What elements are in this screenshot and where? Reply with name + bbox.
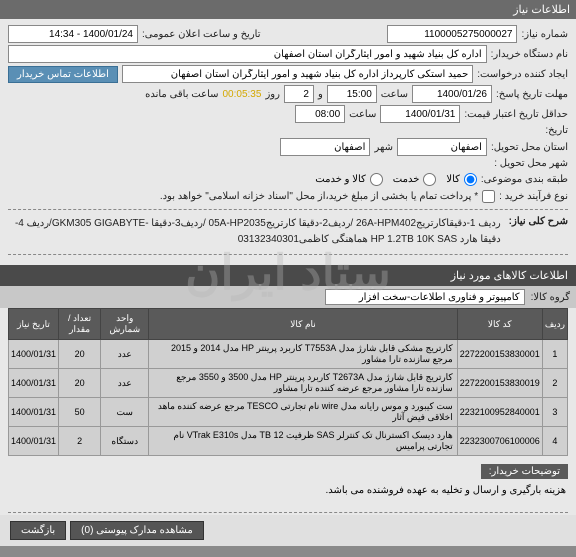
group-input[interactable] (325, 289, 525, 305)
announce-label: تاریخ و ساعت اعلان عمومی: (142, 29, 261, 40)
table-cell: 50 (59, 398, 101, 427)
table-header: تاریخ نیاز (9, 309, 59, 340)
org-label: نام دستگاه خریدار: (491, 49, 568, 60)
items-table: ردیفکد کالانام کالاواحد شمارشتعداد / مقد… (8, 308, 568, 456)
province-input[interactable] (397, 138, 487, 156)
table-cell: 20 (59, 369, 101, 398)
table-header: نام کالا (149, 309, 457, 340)
creator-label: ایجاد کننده درخواست: (477, 69, 568, 80)
table-header: ردیف (542, 309, 567, 340)
table-cell: 4 (542, 427, 567, 456)
city-code-label: شهر محل تحویل : (494, 158, 568, 169)
table-cell: 1400/01/31 (9, 369, 59, 398)
sep1: و (318, 89, 323, 100)
deadline-days[interactable] (284, 85, 314, 103)
table-row: 22272200153830019کارتریج قابل شارژ مدل T… (9, 369, 568, 398)
radio-both[interactable]: کالا و خدمت (315, 173, 383, 186)
table-cell: 2 (59, 427, 101, 456)
table-cell: عدد (101, 340, 149, 369)
opt-goods-label: کالا (446, 174, 460, 185)
table-cell: دستگاه (101, 427, 149, 456)
table-cell: 2272200153830001 (457, 340, 542, 369)
process-note: * پرداخت تمام یا بخشی از مبلغ خرید،از مح… (160, 191, 478, 202)
radio-service[interactable]: خدمت (393, 173, 437, 186)
table-row: 32232100952840001ست کیبورد و موس رایانه … (9, 398, 568, 427)
table-cell: 1400/01/31 (9, 340, 59, 369)
table-cell: 1 (542, 340, 567, 369)
desc-text: ردیف 1-دقیقاکارتریج26A-HPM402 /ردیف2-دقی… (8, 216, 505, 248)
valid-time-label: ساعت (349, 109, 376, 120)
valid-time[interactable] (295, 105, 345, 123)
table-cell: 2 (542, 369, 567, 398)
header-title: اطلاعات نیاز (0, 0, 576, 19)
table-cell: 2232100952840001 (457, 398, 542, 427)
table-cell: 2232300706100006 (457, 427, 542, 456)
opt-both-label: کالا و خدمت (315, 174, 366, 185)
announce-dt-input[interactable] (8, 25, 138, 43)
deadline-time-label: ساعت (381, 89, 408, 100)
valid-label: حداقل تاریخ اعتبار قیمت: (464, 109, 568, 120)
radio-goods[interactable]: کالا (446, 173, 477, 186)
city-input[interactable] (280, 138, 370, 156)
creator-input[interactable] (122, 65, 473, 83)
table-cell: 1400/01/31 (9, 398, 59, 427)
contact-button[interactable]: اطلاعات تماس خریدار (8, 66, 118, 83)
days-label: روز (265, 89, 280, 100)
date-label: تاریخ: (545, 125, 568, 136)
radio-both-input[interactable] (370, 173, 383, 186)
table-cell: ست (101, 398, 149, 427)
table-cell: عدد (101, 369, 149, 398)
table-cell: 1400/01/31 (9, 427, 59, 456)
need-no-label: شماره نیاز: (521, 29, 568, 40)
back-button[interactable]: بازگشت (10, 521, 66, 540)
radio-service-input[interactable] (423, 173, 436, 186)
remain-label: ساعت باقی مانده (145, 89, 218, 100)
table-cell: 2272200153830019 (457, 369, 542, 398)
table-header: تعداد / مقدار (59, 309, 101, 340)
table-cell: ست کیبورد و موس رایانه مدل wire نام تجار… (149, 398, 457, 427)
table-cell: هارد دیسک اکسترنال تک کنترلر SAS ظرفیت T… (149, 427, 457, 456)
table-row: 12272200153830001کارتریج مشکی قابل شارژ … (9, 340, 568, 369)
desc-label: شرح کلی نیاز: (509, 216, 568, 227)
need-no-input[interactable] (387, 25, 517, 43)
attach-button[interactable]: مشاهده مدارک پیوستی (0) (70, 521, 204, 540)
buyer-desc-text: هزینه بارگیری و ارسال و تخلیه به عهده فر… (8, 479, 568, 502)
deadline-label: مهلت تاریخ پاسخ: (496, 89, 568, 100)
table-row: 42232300706100006هارد دیسک اکسترنال تک ک… (9, 427, 568, 456)
table-header: کد کالا (457, 309, 542, 340)
section2-title: اطلاعات کالاهای مورد نیاز (0, 265, 576, 286)
table-cell: 3 (542, 398, 567, 427)
group-label: گروه کالا: (531, 292, 570, 303)
process-checkbox[interactable] (482, 190, 495, 203)
timer: 00:05:35 (223, 89, 262, 100)
city-label: شهر (374, 142, 393, 153)
opt-service-label: خدمت (393, 174, 420, 185)
category-label: طبقه بندی موضوعی: (481, 174, 568, 185)
table-header: واحد شمارش (101, 309, 149, 340)
radio-goods-input[interactable] (464, 173, 477, 186)
delivery-label: استان محل تحویل: (491, 142, 568, 153)
org-input[interactable] (8, 45, 487, 63)
table-cell: کارتریج مشکی قابل شارژ مدل T7553A کاربرد… (149, 340, 457, 369)
process-label: نوع فرآیند خرید : (499, 191, 568, 202)
buyer-desc-label: توضیحات خریدار: (481, 464, 568, 479)
table-cell: 20 (59, 340, 101, 369)
table-cell: کارتریج قابل شارژ مدل T2673A کاربرد پرین… (149, 369, 457, 398)
deadline-date[interactable] (412, 85, 492, 103)
deadline-time[interactable] (327, 85, 377, 103)
valid-date[interactable] (380, 105, 460, 123)
